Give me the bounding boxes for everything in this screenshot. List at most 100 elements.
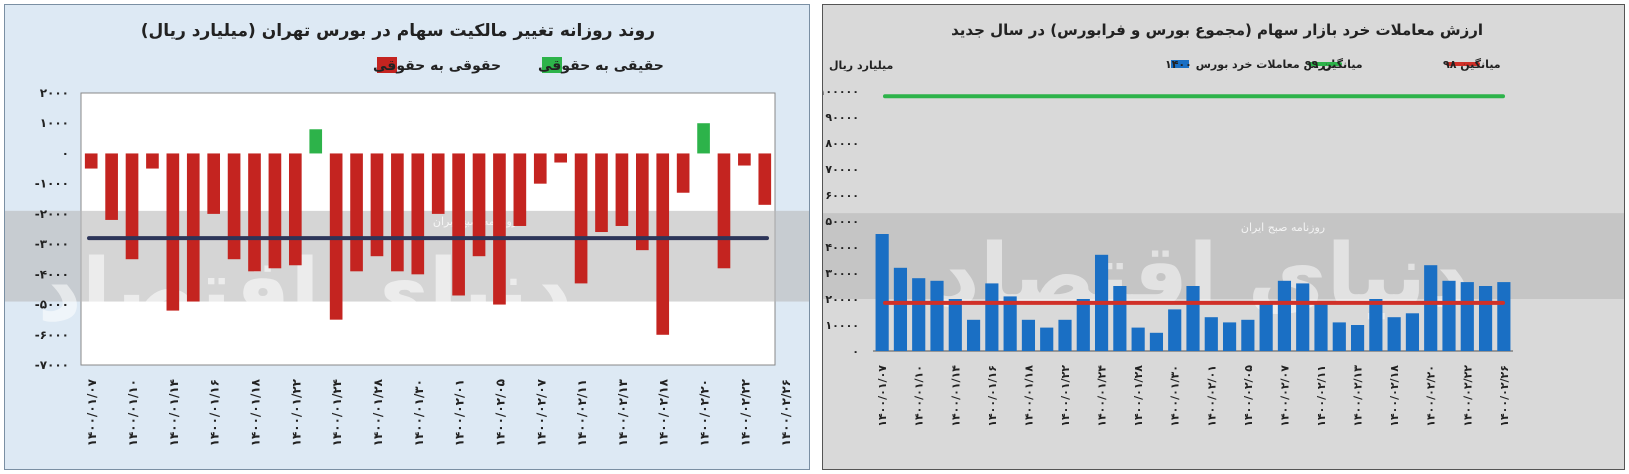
right-y-tick-label: ۱۰۰۰۰ [825, 319, 859, 332]
right-legend-swatch [1171, 60, 1189, 68]
left-bar [717, 153, 731, 269]
left-bar [574, 153, 588, 284]
left-watermark-band [5, 210, 809, 302]
left-y-tick-label: -۴۰۰۰ [35, 267, 69, 281]
left-legend-swatch [542, 57, 562, 73]
right-y-tick-label: ۴۰۰۰۰ [825, 241, 859, 254]
right-x-tick-label: ۱۴۰۰/۰۲/۲۶ [1498, 365, 1511, 427]
right-x-tick-label: ۱۴۰۰/۰۱/۱۰ [913, 365, 926, 427]
left-bar [105, 153, 118, 220]
right-x-tick-label: ۱۴۰۰/۰۲/۱۱ [1315, 365, 1328, 427]
right-bar [1497, 282, 1511, 351]
right-x-tick-label: ۱۴۰۰/۰۲/۱۸ [1388, 365, 1401, 427]
right-y-tick-label: ۶۰۰۰۰ [825, 189, 859, 202]
left-x-tick-label: ۱۴۰۰/۰۱/۰۷ [85, 378, 99, 446]
right-bar [875, 234, 889, 351]
right-x-tick-label: ۱۴۰۰/۰۲/۰۵ [1242, 365, 1255, 427]
right-bar [1186, 286, 1200, 351]
right-y-tick-label: ۷۰۰۰۰ [825, 163, 859, 176]
left-y-tick-label: -۷۰۰۰ [35, 358, 69, 372]
left-y-tick-label: ۱۰۰۰ [40, 116, 69, 130]
right-bar [893, 267, 908, 351]
right-bar [985, 283, 999, 351]
left-x-tick-label: ۱۴۰۰/۰۱/۲۸ [371, 378, 385, 446]
left-x-tick-label: ۱۴۰۰/۰۲/۲۰ [698, 379, 712, 446]
right-bar [1149, 332, 1164, 351]
left-x-tick-label: ۱۴۰۰/۰۱/۲۴ [330, 379, 344, 446]
left-bar [738, 153, 751, 166]
left-y-tick-label: ۰ [62, 146, 69, 160]
right-x-tick-label: ۱۴۰۰/۰۲/۰۱ [1205, 365, 1218, 427]
right-x-tick-label: ۱۴۰۰/۰۱/۰۷ [876, 365, 889, 427]
left-x-tick-label: ۱۴۰۰/۰۲/۱۳ [616, 378, 630, 446]
left-bar [452, 153, 465, 296]
left-bar [472, 153, 486, 257]
right-bar [912, 278, 926, 351]
right-y-tick-label: ۲۰۰۰۰ [825, 293, 859, 306]
left-y-tick-label: -۵۰۰۰ [35, 298, 69, 312]
right-bar [1296, 283, 1310, 351]
right-bar [1168, 309, 1182, 351]
left-bar [84, 153, 98, 169]
left-bar [146, 153, 159, 169]
right-bar [1332, 322, 1346, 351]
right-x-tick-label: ۱۴۰۰/۰۱/۱۶ [986, 365, 999, 427]
right-bar [1021, 319, 1036, 351]
right-bar [1405, 313, 1420, 351]
right-x-tick-label: ۱۴۰۰/۰۱/۳۰ [1169, 365, 1182, 427]
right-bar [948, 299, 962, 351]
right-bar [930, 280, 944, 351]
left-bar [635, 153, 649, 251]
right-x-tick-label: ۱۴۰۰/۰۱/۲۲ [1059, 365, 1072, 427]
right-bar [1241, 319, 1255, 351]
right-y-tick-label: ۳۰۰۰۰ [825, 267, 859, 280]
left-bar [554, 153, 568, 163]
left-legend-label: حقیقی به حقوقی [538, 58, 664, 74]
right-legend-label: میانگین ۹۸ [1443, 58, 1501, 71]
left-bar [125, 153, 139, 260]
left-y-tick-label: ۲۰۰۰ [40, 86, 69, 100]
left-bar [309, 129, 323, 154]
right-bar [1058, 319, 1072, 351]
left-bar [207, 153, 221, 214]
right-bar [1369, 299, 1383, 351]
right-x-tick-label: ۱۴۰۰/۰۱/۱۸ [1022, 365, 1035, 427]
left-bar [758, 153, 772, 205]
right-y-tick-label: ۰ [852, 345, 859, 358]
right-x-tick-label: ۱۴۰۰/۰۱/۲۸ [1132, 365, 1145, 427]
right-bar [1076, 299, 1090, 351]
left-x-tick-label: ۱۴۰۰/۰۱/۲۲ [289, 378, 303, 446]
left-x-tick-label: ۱۴۰۰/۰۲/۲۲ [738, 378, 752, 446]
left-bar [431, 153, 445, 214]
right-x-tick-label: ۱۴۰۰/۰۲/۱۳ [1352, 365, 1365, 427]
left-bar [411, 153, 425, 275]
left-bar [186, 153, 200, 302]
left-chart-panel: روند روزانه تغییر مالکیت سهام در بورس ته… [4, 4, 810, 470]
right-bar [1314, 304, 1328, 351]
right-bar [1204, 317, 1218, 351]
left-bar [288, 153, 302, 266]
left-bar [656, 153, 670, 335]
left-bar [697, 123, 710, 154]
left-x-tick-label: ۱۴۰۰/۰۱/۳۰ [412, 379, 426, 446]
right-bar [1442, 280, 1456, 351]
right-watermark-band [823, 213, 1624, 299]
left-x-tick-label: ۱۴۰۰/۰۱/۱۴ [167, 379, 181, 446]
left-legend-label: حقوقی به حقوقی [373, 58, 501, 74]
left-bar [227, 153, 241, 260]
left-x-tick-label: ۱۴۰۰/۰۲/۰۵ [493, 379, 507, 446]
left-x-tick-label: ۱۴۰۰/۰۲/۰۷ [534, 378, 548, 446]
right-bar [966, 319, 981, 351]
left-legend-swatch [377, 57, 397, 73]
left-bar [615, 153, 629, 226]
right-chart-unit-label: میلیارد ریال [829, 59, 894, 72]
right-bar [1003, 296, 1017, 351]
left-bar [676, 153, 690, 193]
right-chart-panel: ارزش معاملات خرد بازار سهام (مجموع بورس … [822, 4, 1625, 470]
right-bar [1277, 280, 1292, 351]
left-y-tick-label: -۳۰۰۰ [35, 237, 69, 251]
right-bar [1478, 286, 1493, 351]
